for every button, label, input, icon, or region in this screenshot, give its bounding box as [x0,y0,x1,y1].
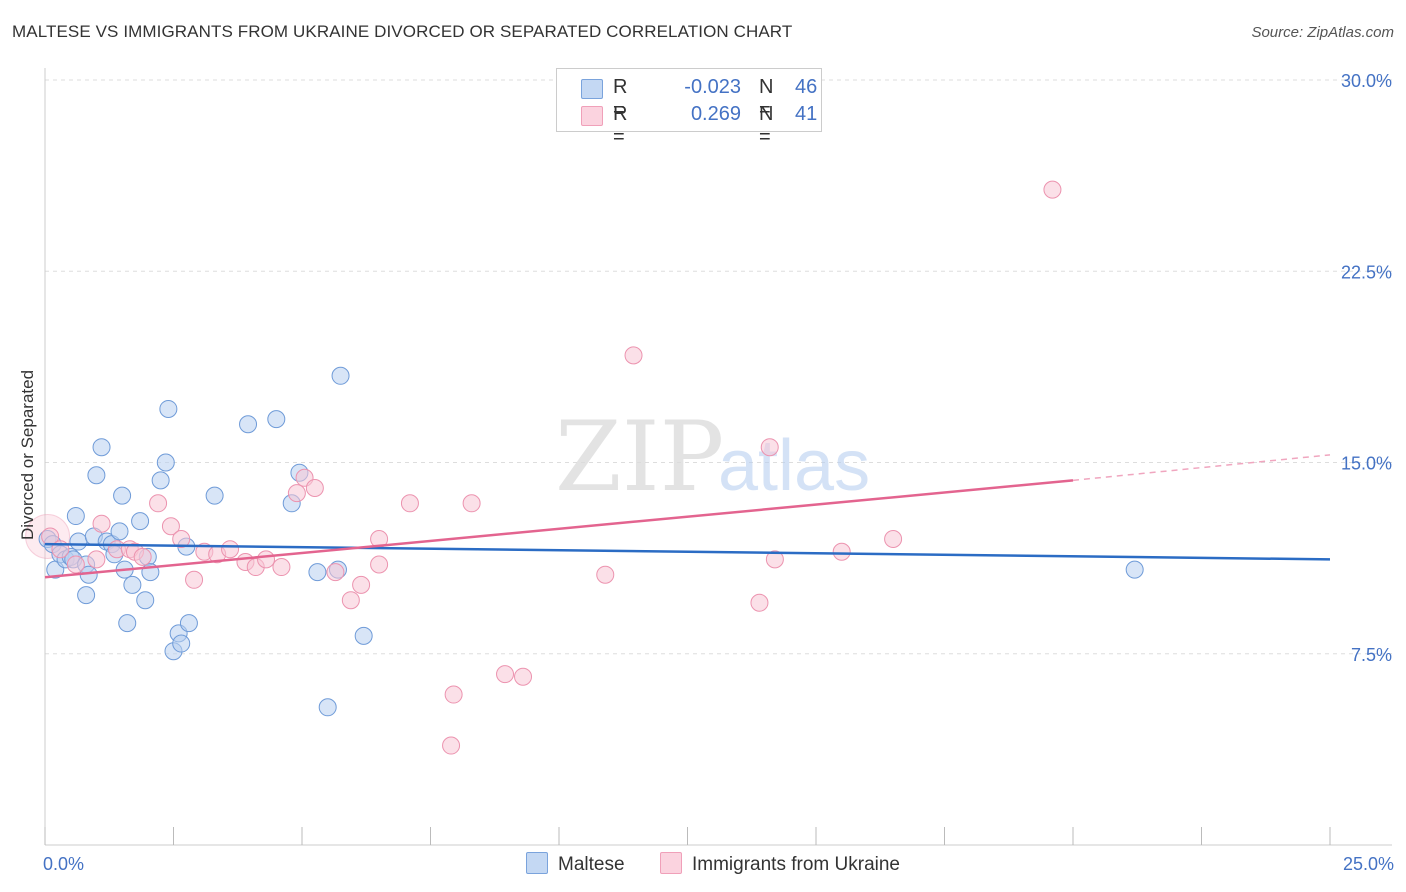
maltese-point [239,415,258,434]
y-axis-label: Divorced or Separated [18,369,37,541]
maltese-point [156,453,175,472]
ukraine-point [352,575,371,594]
ukraine-point [442,736,461,755]
ukraine-point [514,667,533,686]
ukraine-point [832,542,851,561]
maltese-point [331,366,350,385]
ukraine-point [172,530,191,548]
maltese-point [267,410,286,429]
legend-swatch-maltese [581,79,603,99]
maltese-point [113,486,132,505]
ukraine-point [765,550,784,569]
ukraine-trend-line [44,479,1074,579]
maltese-point [318,698,337,717]
bottom-legend-ukraine: Immigrants from Ukraine [660,852,900,876]
ukraine-point [496,665,515,684]
ukraine-trend-extension [1072,454,1331,482]
maltese-point [159,399,178,418]
ukraine-point [596,565,615,584]
legend-r-label: R = [613,76,628,121]
ukraine-point [624,346,643,365]
ukraine-point [341,591,360,610]
ukraine-point [444,685,463,704]
grid-lines [45,79,1392,655]
ukraine-point [149,494,168,513]
bottom-legend-maltese: Maltese [526,852,625,876]
legend-n-value: 46 [795,76,818,98]
ukraine-point [750,593,769,612]
y-tick-label: 7.5% [1351,645,1392,665]
y-tick-label: 30.0% [1341,71,1392,91]
legend-n-value: 41 [795,103,818,125]
axes [44,68,1392,846]
ukraine-point [326,563,345,582]
watermark-atlas: atlas [718,426,870,506]
maltese-point [110,522,129,541]
maltese-point [87,466,106,485]
maltese-point [151,471,170,490]
maltese-point [66,507,85,526]
bottom-legend-swatch-maltese [526,852,548,874]
maltese-point [131,512,150,531]
maltese-point [172,634,191,653]
maltese-point [179,614,198,633]
legend-n-label: N = [759,76,774,121]
ukraine-point [1043,180,1062,199]
ukraine-point [400,494,419,513]
watermark-zip: ZIP [555,401,724,513]
y-tick-label: 22.5% [1341,262,1392,282]
maltese-point [1125,560,1144,579]
legend-r-value: 0.269 [690,103,741,125]
source-label: Source: ZipAtlas.com [1251,24,1394,41]
ukraine-point [185,570,204,589]
bottom-legend-label-maltese: Maltese [558,854,625,875]
legend-r-label: R = [613,103,628,148]
ukraine-point [221,540,240,559]
maltese-point [118,614,137,633]
legend-swatch-ukraine [581,106,603,126]
ukraine-point [66,555,85,574]
ukraine-point [92,514,111,533]
ukraine-point [257,550,276,569]
data-points [25,180,1144,755]
ukraine-point [305,479,324,497]
maltese-point [308,563,327,582]
ukraine-point [760,438,779,457]
maltese-point [205,486,224,505]
ukraine-point [370,555,389,574]
ukraine-point [133,547,152,566]
ukraine-point [272,558,291,577]
maltese-point [354,626,373,645]
trend-lines [44,454,1331,579]
ukraine-point [884,530,903,548]
ukraine-point [87,550,106,569]
bottom-legend-label-ukraine: Immigrants from Ukraine [692,854,900,875]
maltese-point [123,575,142,594]
x-tick-label: 25.0% [1343,854,1394,874]
maltese-point [136,591,155,610]
x-tick-label: 0.0% [43,854,84,874]
ukraine-point [161,517,180,536]
bottom-legend-swatch-ukraine [660,852,682,874]
legend-r-value: -0.023 [684,76,741,98]
ukraine-point [287,484,306,503]
correlation-legend: R = -0.023 N = 46 R = 0.269 N = 41 [556,68,822,148]
maltese-point [92,438,111,457]
maltese-trend-line [44,542,1331,561]
chart-title: MALTESE VS IMMIGRANTS FROM UKRAINE DIVOR… [12,22,793,41]
legend-n-label: N = [759,103,774,148]
ukraine-point [462,494,481,513]
y-tick-label: 15.0% [1341,454,1392,474]
maltese-point [77,586,96,605]
maltese-point [69,532,88,551]
watermark: ZIP atlas [555,401,870,513]
tick-labels: 7.5% 15.0% 22.5% 30.0% 0.0% 25.0% [43,71,1394,874]
